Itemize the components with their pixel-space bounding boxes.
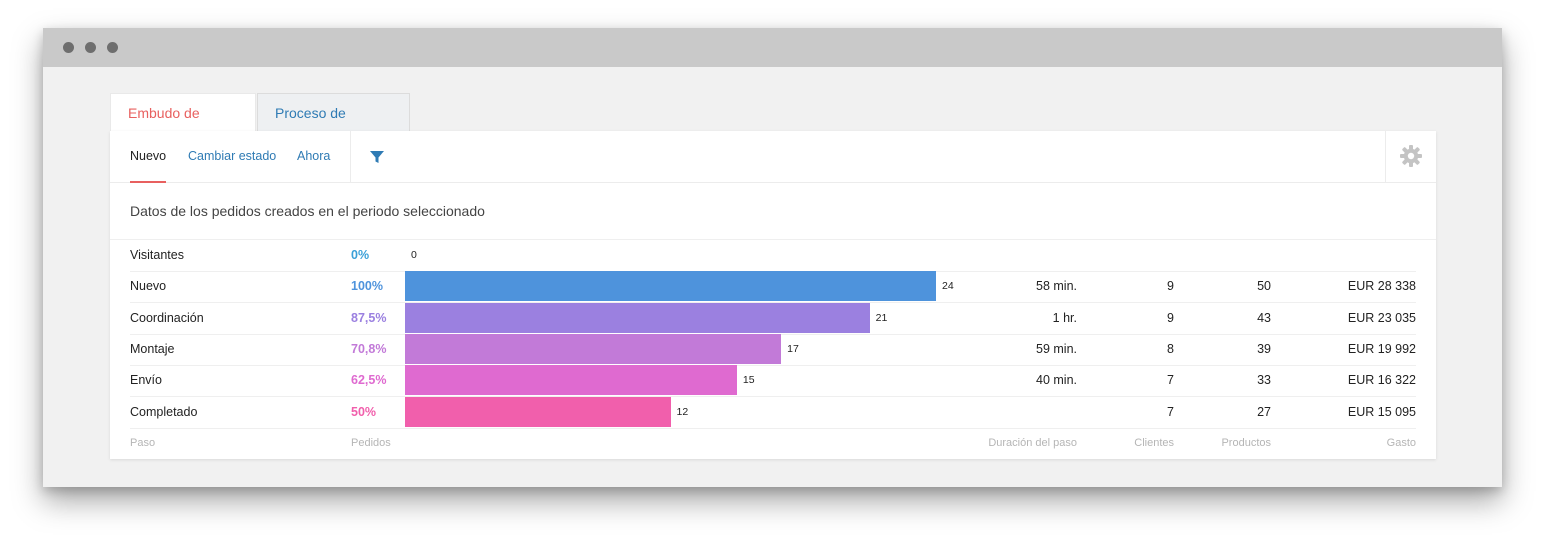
filter-icon[interactable] — [369, 149, 385, 165]
table-row: Montaje 70,8% 17 59 min. 8 39 EUR 19 992 — [130, 333, 1416, 366]
funnel-bar — [405, 271, 936, 302]
step-label: Coordinación — [130, 310, 204, 325]
column-header-productos: Productos — [1221, 437, 1271, 449]
funnel-table-footer: Paso Pedidos Duración del paso Clientes … — [130, 428, 1416, 458]
order-count: 24 — [942, 280, 954, 293]
subtab-nuevo[interactable]: Nuevo — [130, 131, 167, 183]
order-count: 21 — [875, 311, 888, 324]
step-percent: 62,5% — [351, 373, 387, 388]
client-count: 9 — [1167, 279, 1174, 294]
table-row: Nuevo 100% 24 58 min. 9 50 EUR 28 338 — [130, 271, 1416, 304]
column-header-pedidos: Pedidos — [351, 437, 391, 449]
column-header-gasto: Gasto — [1386, 437, 1416, 449]
spend-value: EUR 23 035 — [1347, 310, 1416, 325]
window-dot-icon[interactable] — [63, 42, 74, 53]
step-percent: 0% — [351, 248, 370, 262]
product-count: 27 — [1257, 404, 1271, 419]
step-duration: 59 min. — [1036, 341, 1077, 356]
step-duration: 1 hr. — [1052, 310, 1077, 325]
step-percent: 70,8% — [351, 341, 387, 356]
tab-proceso-de-negocio[interactable]: Proceso de negocio — [257, 93, 410, 160]
product-count: 33 — [1257, 373, 1271, 388]
spend-value: EUR 15 095 — [1347, 404, 1416, 419]
funnel-bar — [405, 333, 782, 364]
table-row: Coordinación 87,5% 21 1 hr. 9 43 EUR 23 035 — [130, 302, 1416, 335]
window-titlebar — [43, 28, 1502, 67]
funnel-bar — [405, 302, 870, 333]
subtab-ahora[interactable]: Ahora — [297, 149, 331, 163]
step-percent: 100% — [351, 279, 383, 294]
step-percent: 87,5% — [351, 310, 387, 325]
order-count: 12 — [676, 405, 689, 418]
window-dot-icon[interactable] — [107, 42, 118, 53]
step-percent: 50% — [351, 404, 377, 419]
client-count: 8 — [1167, 341, 1174, 356]
funnel-bar — [405, 365, 737, 396]
step-label: Completado — [130, 404, 198, 419]
subtab-cambiar-estado[interactable]: Cambiar estado — [188, 149, 277, 163]
subnav-bar: Nuevo Cambiar estado Ahora — [110, 131, 1436, 183]
product-count: 39 — [1257, 341, 1271, 356]
step-duration: 58 min. — [1036, 279, 1077, 294]
step-label: Envío — [130, 373, 162, 388]
description-divider — [110, 239, 1436, 240]
panel-description: Datos de los pedidos creados en el perio… — [130, 203, 485, 219]
column-header-clientes: Clientes — [1134, 437, 1174, 449]
table-row: Envío 62,5% 15 40 min. 7 33 EUR 16 322 — [130, 365, 1416, 398]
spend-value: EUR 19 992 — [1347, 341, 1416, 356]
column-header-paso: Paso — [130, 437, 156, 449]
step-duration: 40 min. — [1036, 373, 1077, 388]
window-dot-icon[interactable] — [85, 42, 96, 53]
step-label: Visitantes — [130, 248, 184, 262]
funnel-panel: Nuevo Cambiar estado Ahora — [110, 131, 1436, 459]
order-count: 15 — [742, 374, 755, 387]
client-count: 7 — [1167, 373, 1174, 388]
client-count: 9 — [1167, 310, 1174, 325]
order-count: 17 — [787, 342, 799, 355]
table-row: Completado 50% 12 7 27 EUR 15 095 — [130, 396, 1416, 429]
step-label: Nuevo — [130, 279, 167, 294]
product-count: 43 — [1257, 310, 1271, 325]
column-header-duracion: Duración del paso — [988, 437, 1077, 449]
step-label: Montaje — [130, 341, 175, 356]
spend-value: EUR 16 322 — [1347, 373, 1416, 388]
spend-value: EUR 28 338 — [1347, 279, 1416, 294]
product-count: 50 — [1257, 279, 1271, 294]
subnav-divider — [350, 131, 351, 182]
tab-embudo-de-ventas[interactable]: Embudo de ventas — [110, 93, 256, 160]
table-row: Visitantes 0% 0 — [130, 240, 1416, 272]
funnel-bar — [405, 396, 671, 427]
gear-icon[interactable] — [1385, 131, 1436, 182]
order-count: 0 — [411, 249, 417, 261]
browser-window: Embudo de ventas Proceso de negocio Nuev… — [43, 28, 1502, 487]
client-count: 7 — [1167, 404, 1174, 419]
